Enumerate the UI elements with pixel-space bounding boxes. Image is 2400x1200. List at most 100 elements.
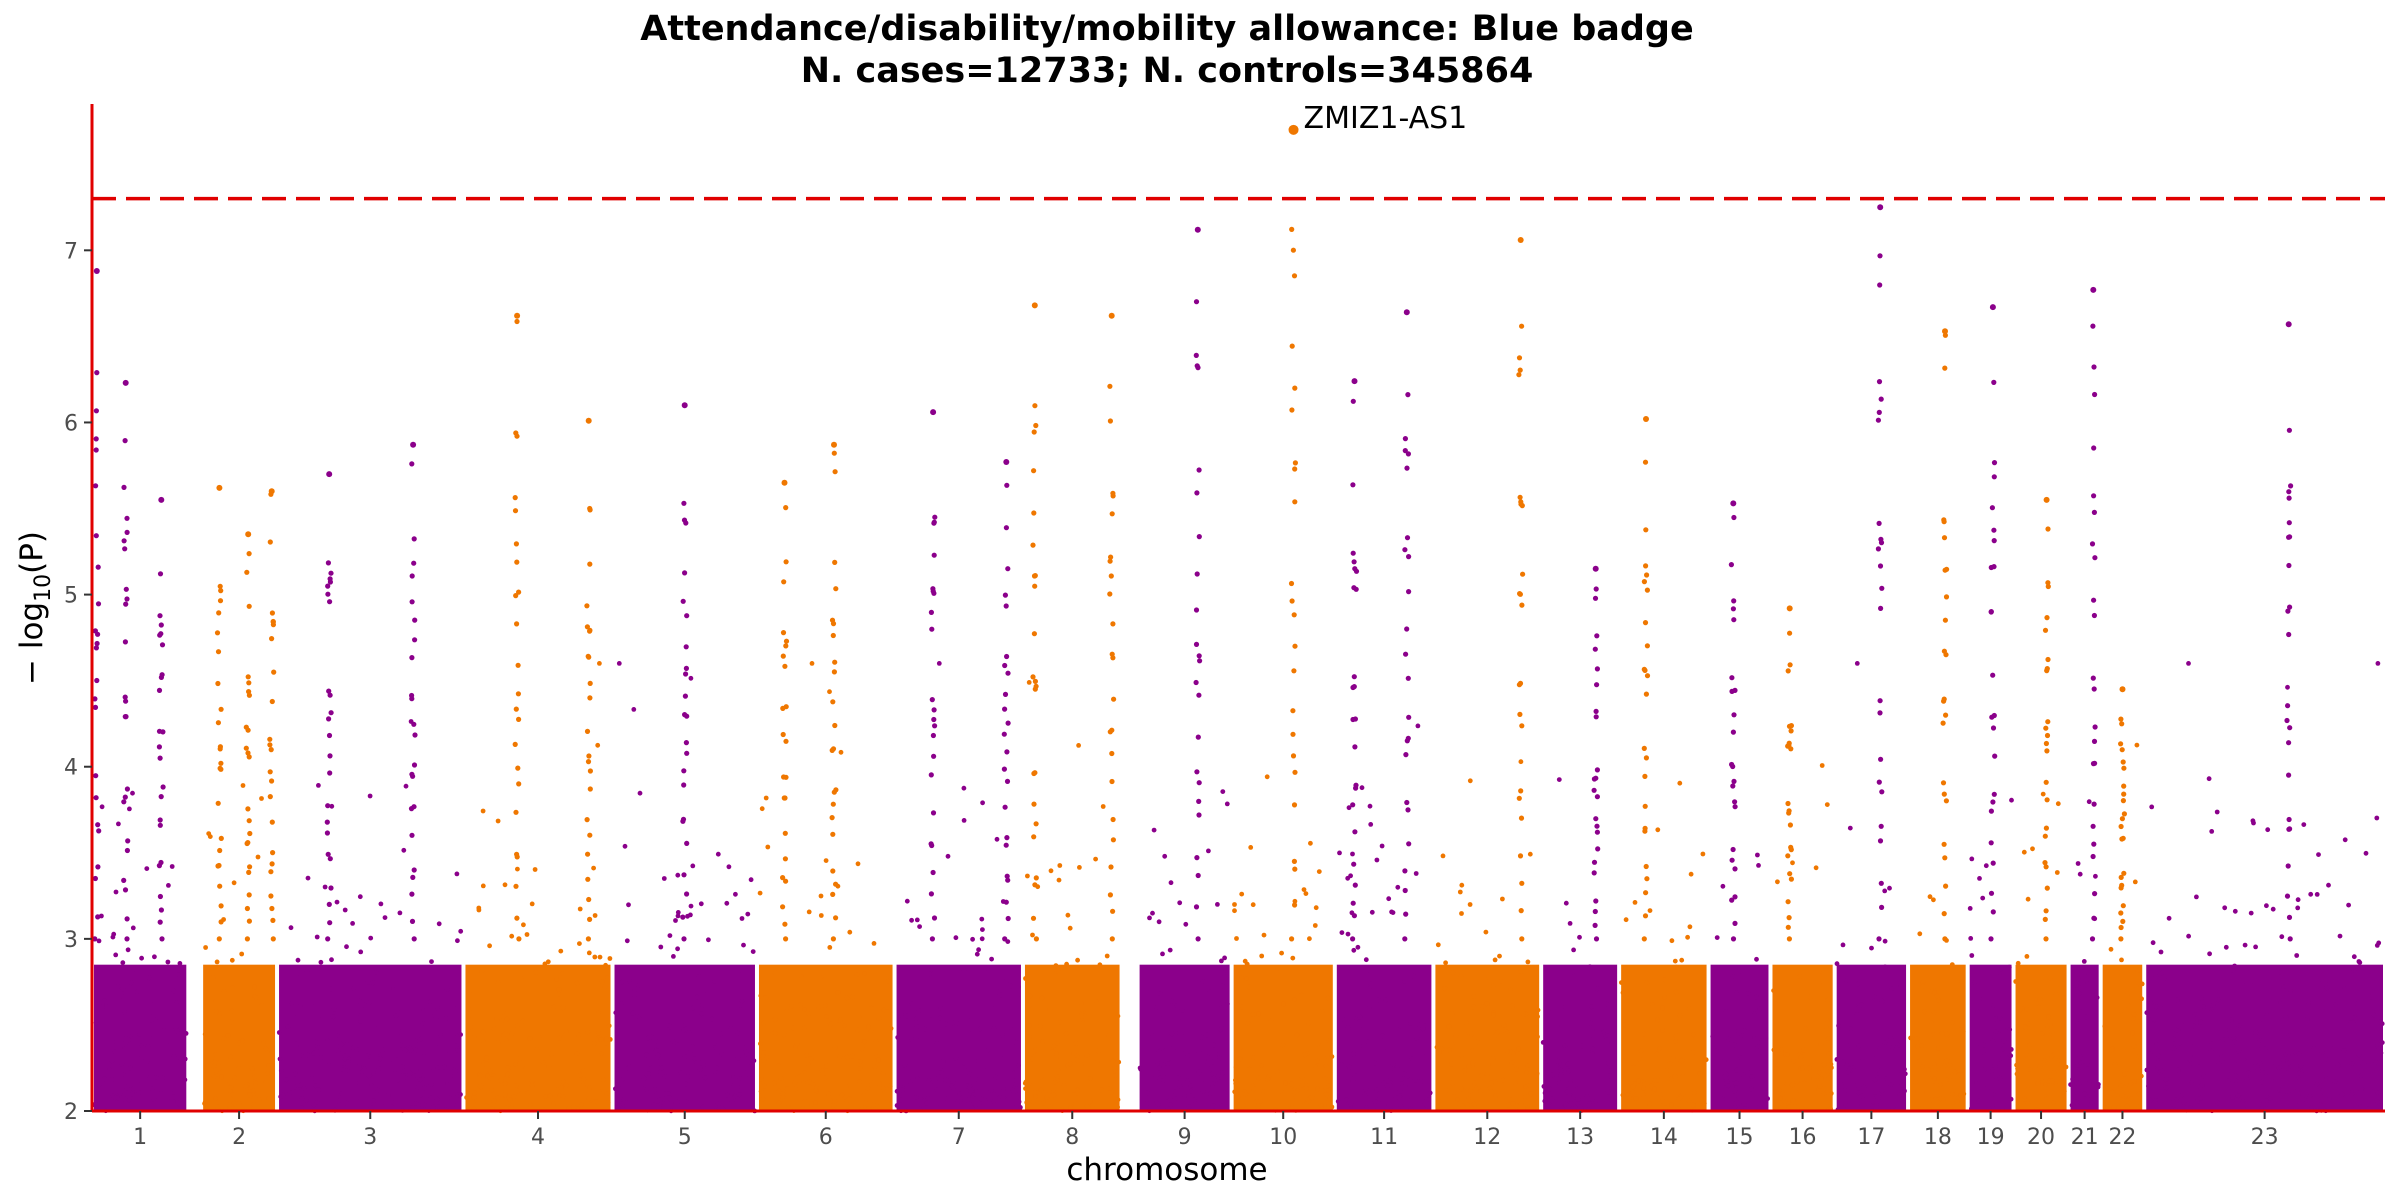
peak-snp-point — [1730, 936, 1737, 942]
peak-snp-point — [2042, 833, 2048, 839]
snp-point — [894, 1088, 900, 1094]
snp-point — [1472, 1080, 1478, 1086]
snp-point — [1972, 980, 1977, 985]
snp-point — [1655, 1077, 1661, 1083]
snp-point — [2232, 1039, 2237, 1045]
snp-point — [434, 1096, 440, 1102]
peak-snp-point — [585, 759, 592, 765]
snp-point — [1555, 1058, 1561, 1064]
peak-snp-point — [780, 904, 786, 910]
snp-point — [1247, 1066, 1252, 1072]
snp-point — [2069, 1102, 2075, 1108]
snp-point — [1677, 780, 1683, 786]
snp-point — [328, 986, 334, 992]
peak-snp-point — [1732, 920, 1738, 927]
snp-point — [577, 1072, 583, 1078]
snp-point — [122, 1083, 128, 1089]
snp-point — [145, 1044, 151, 1049]
snp-point — [577, 906, 583, 912]
snp-point — [605, 1100, 611, 1105]
peak-snp-point — [1005, 720, 1011, 726]
snp-point — [1449, 1042, 1455, 1047]
snp-point — [690, 1044, 695, 1050]
peak-snp-point — [411, 560, 417, 566]
snp-point — [107, 1067, 113, 1073]
snp-point — [2223, 1027, 2229, 1033]
snp-point — [2043, 1082, 2048, 1087]
snp-point — [2192, 1012, 2198, 1017]
snp-point — [1859, 1103, 1864, 1109]
snp-point — [1655, 1017, 1660, 1023]
peak-snp-point — [94, 640, 100, 647]
peak-snp-point — [1003, 842, 1009, 848]
snp-point — [1874, 1044, 1879, 1049]
peak-snp-point — [1591, 859, 1598, 865]
snp-point — [1950, 1091, 1955, 1097]
snp-point — [1357, 1026, 1363, 1032]
snp-point — [2206, 776, 2212, 782]
snp-point — [2178, 1098, 2183, 1104]
x-tick-label-chr-12: 12 — [1473, 1125, 1501, 1150]
snp-point — [1079, 1012, 1084, 1017]
snp-point — [100, 1004, 106, 1009]
snp-point — [2136, 1104, 2142, 1109]
snp-point — [2171, 1045, 2177, 1051]
snp-point — [894, 1103, 900, 1108]
peak-snp-point — [121, 484, 127, 490]
snp-point — [505, 1065, 511, 1070]
snp-point — [2349, 1085, 2354, 1091]
peak-snp-point — [2045, 526, 2051, 532]
snp-point — [504, 1016, 510, 1022]
snp-point — [2175, 1067, 2181, 1073]
snp-point — [1594, 986, 1600, 992]
snp-point — [418, 1092, 423, 1098]
snp-point — [2042, 1058, 2048, 1064]
peak-snp-point — [830, 868, 836, 874]
snp-point — [1222, 1090, 1227, 1096]
snp-point — [1535, 1007, 1541, 1013]
snp-point — [1305, 1097, 1310, 1102]
snp-point — [121, 1009, 127, 1015]
peak-snp-point — [1592, 595, 1599, 601]
peak-snp-point — [269, 819, 275, 825]
x-tick-label-chr-18: 18 — [1924, 1125, 1952, 1150]
peak-snp-point — [1941, 841, 1947, 847]
snp-point — [1436, 1066, 1441, 1072]
snp-point — [221, 965, 227, 971]
snp-point — [1176, 1018, 1181, 1024]
peak-snp-point — [1003, 603, 1009, 609]
snp-point — [1813, 865, 1819, 871]
peak-snp-point — [1353, 782, 1359, 788]
snp-point — [1115, 1097, 1121, 1103]
peak-snp-point — [2121, 791, 2127, 797]
snp-point — [1200, 1046, 1205, 1052]
snp-point — [764, 1054, 769, 1060]
snp-point — [772, 970, 778, 976]
snp-point — [938, 1065, 943, 1071]
snp-point — [632, 987, 638, 992]
snp-point — [998, 992, 1004, 998]
snp-point — [2349, 1091, 2355, 1097]
peak-snp-point — [1004, 778, 1011, 785]
snp-point — [1409, 1056, 1415, 1061]
snp-point — [454, 871, 460, 877]
snp-point — [2231, 1035, 2237, 1040]
snp-point — [974, 951, 980, 957]
snp-point — [2326, 1096, 2332, 1102]
snp-point — [385, 1093, 391, 1098]
y-axis-title: − log10(P) — [14, 531, 56, 685]
snp-dense-band — [1969, 964, 2012, 1111]
peak-snp-point — [2091, 801, 2097, 807]
snp-point — [1030, 1056, 1036, 1062]
snp-point — [866, 1024, 871, 1030]
snp-point — [1535, 1034, 1540, 1040]
x-tick-label-chr-23: 23 — [2251, 1125, 2279, 1150]
snp-point — [96, 1010, 102, 1016]
peak-snp-point — [216, 862, 222, 869]
snp-point — [1259, 1063, 1264, 1069]
peak-snp-point — [1292, 466, 1298, 472]
snp-point — [872, 1064, 878, 1069]
peak-snp-point — [1107, 892, 1113, 898]
peak-snp-point — [1943, 712, 1949, 718]
peak-snp-point — [1990, 799, 1996, 805]
